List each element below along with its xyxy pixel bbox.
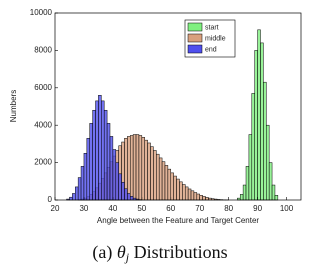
x-tick-label: 60 bbox=[166, 204, 175, 213]
histogram-bar bbox=[260, 42, 264, 201]
caption-label: (a) bbox=[92, 242, 112, 263]
histogram-bar bbox=[147, 142, 151, 201]
histogram-bar bbox=[103, 109, 108, 201]
legend-swatch bbox=[187, 33, 203, 43]
histogram-bar bbox=[170, 172, 174, 201]
legend-swatch bbox=[187, 22, 203, 32]
x-tick-label: 30 bbox=[79, 204, 88, 213]
histogram-bar bbox=[72, 193, 76, 201]
x-tick-label: 20 bbox=[51, 204, 60, 213]
histogram-bar bbox=[248, 134, 253, 201]
histogram-bar bbox=[182, 184, 186, 201]
y-tick-label: 0 bbox=[48, 195, 53, 204]
y-tick-label: 4000 bbox=[34, 120, 52, 129]
y-tick-label: 8000 bbox=[34, 46, 52, 55]
x-tick-label: 70 bbox=[195, 204, 204, 213]
histogram-bar bbox=[112, 149, 117, 201]
histogram-bar bbox=[124, 188, 128, 201]
histogram-bar bbox=[127, 136, 131, 201]
histogram-bar bbox=[75, 186, 79, 201]
histogram-bar bbox=[173, 175, 177, 201]
histogram-bar bbox=[129, 135, 134, 201]
histogram-bar bbox=[86, 138, 90, 201]
histogram-bar bbox=[89, 123, 93, 201]
histogram-bar bbox=[156, 153, 160, 201]
histogram-bar bbox=[121, 181, 125, 201]
caption-text: Distributions bbox=[134, 242, 228, 262]
histogram-bar bbox=[268, 162, 273, 201]
legend-label: middle bbox=[205, 35, 226, 42]
histogram-bar bbox=[83, 153, 88, 201]
legend-label: start bbox=[205, 24, 219, 31]
histogram-bar bbox=[109, 136, 114, 201]
histogram-bar bbox=[135, 134, 140, 201]
histogram-bar bbox=[80, 166, 85, 201]
histogram-bar bbox=[254, 50, 258, 201]
histogram-bar bbox=[129, 196, 134, 201]
histogram-bar bbox=[184, 186, 189, 201]
histogram-bar bbox=[118, 173, 122, 201]
histogram-bar bbox=[179, 181, 183, 201]
histogram-bar bbox=[274, 195, 279, 201]
histogram-bar bbox=[239, 194, 244, 201]
caption-symbol: θ bbox=[117, 242, 126, 262]
histogram-bar bbox=[115, 162, 119, 201]
legend-swatch bbox=[187, 44, 203, 54]
histogram-bar bbox=[176, 178, 180, 201]
histogram-bar bbox=[141, 137, 145, 201]
axes-box bbox=[54, 12, 302, 201]
histogram-bar bbox=[190, 190, 195, 201]
histogram-bar bbox=[101, 100, 105, 201]
histogram-bar bbox=[245, 166, 250, 201]
histogram-bar bbox=[187, 188, 192, 201]
y-axis-label: Numbers bbox=[9, 90, 18, 122]
x-tick-label: 50 bbox=[137, 204, 146, 213]
histogram-bar bbox=[92, 109, 96, 201]
histogram-bar bbox=[106, 123, 111, 201]
legend-label: end bbox=[205, 46, 217, 53]
x-tick-label: 100 bbox=[280, 204, 294, 213]
y-tick-label: 6000 bbox=[34, 83, 52, 92]
histogram-bar bbox=[153, 150, 157, 201]
histogram-bar bbox=[271, 184, 276, 201]
histogram-bar bbox=[144, 139, 148, 201]
histogram-bar bbox=[202, 196, 206, 201]
histogram-bar bbox=[98, 95, 102, 201]
x-axis-label: Angle between the Feature and Target Cen… bbox=[97, 216, 260, 225]
histogram-bar bbox=[242, 184, 247, 201]
histogram-bar bbox=[164, 165, 169, 201]
histogram-bar bbox=[199, 195, 203, 201]
histogram-bar bbox=[196, 193, 200, 201]
histogram-bar bbox=[205, 197, 209, 201]
histogram-bar bbox=[257, 29, 261, 201]
histogram-bar bbox=[161, 161, 166, 201]
caption: (a) θj Distributions bbox=[92, 242, 227, 266]
histogram-bar bbox=[266, 124, 270, 201]
x-tick-label: 80 bbox=[224, 204, 233, 213]
x-tick-label: 40 bbox=[108, 204, 117, 213]
x-tick-label: 90 bbox=[253, 204, 262, 213]
histogram-bar bbox=[167, 168, 172, 201]
histogram-bar bbox=[132, 134, 137, 201]
histogram-bar bbox=[193, 192, 198, 201]
histogram-bar bbox=[150, 146, 154, 201]
histogram-bar bbox=[138, 135, 143, 201]
y-tick-label: 10000 bbox=[30, 8, 53, 17]
histogram-bar bbox=[251, 93, 255, 201]
histogram-bar bbox=[95, 100, 99, 201]
y-tick-label: 2000 bbox=[34, 158, 52, 167]
histogram-bar bbox=[77, 177, 82, 201]
histogram-bar bbox=[69, 196, 73, 201]
histogram-bar bbox=[127, 193, 131, 201]
histogram-bar bbox=[158, 157, 163, 201]
caption-subscript: j bbox=[124, 250, 130, 264]
histogram-bar bbox=[263, 81, 267, 201]
